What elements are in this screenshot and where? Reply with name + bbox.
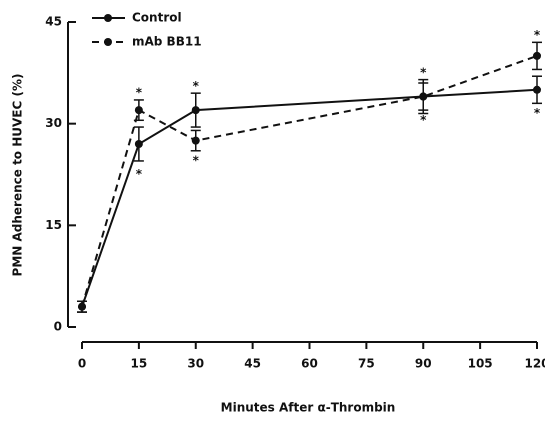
data-point <box>191 106 200 115</box>
annotation: * <box>193 153 200 167</box>
annotation: * <box>534 106 541 120</box>
y-tick-label: 30 <box>45 116 62 130</box>
x-tick-label: 30 <box>187 357 204 371</box>
legend-marker <box>104 14 112 22</box>
y-tick-label: 0 <box>54 320 62 334</box>
x-tick-label: 90 <box>415 357 432 371</box>
x-tick-label: 105 <box>468 357 493 371</box>
x-tick-label: 15 <box>131 357 148 371</box>
annotation: * <box>534 28 541 42</box>
y-tick-label: 45 <box>45 15 62 29</box>
y-axis-label: PMN Adherence to HUVEC (%) <box>11 74 25 277</box>
x-axis-label: Minutes After α-Thrombin <box>221 401 396 415</box>
annotation: * <box>193 79 200 93</box>
data-point <box>533 51 541 60</box>
x-tick-label: 120 <box>524 357 545 371</box>
data-point <box>78 302 86 311</box>
legend-marker <box>104 38 112 46</box>
data-point <box>134 106 143 115</box>
x-tick-label: 60 <box>301 357 318 371</box>
data-point <box>419 92 428 101</box>
annotation: * <box>136 167 143 181</box>
x-tick-label: 0 <box>78 357 86 371</box>
x-tick-label: 75 <box>358 357 375 371</box>
x-tick-label: 45 <box>244 357 261 371</box>
data-point <box>134 140 143 148</box>
y-tick-label: 15 <box>45 218 62 232</box>
data-point <box>533 85 541 94</box>
legend-label: Control <box>132 11 182 25</box>
annotation: * <box>420 113 427 127</box>
annotation: * <box>420 65 427 79</box>
series-line <box>81 88 538 307</box>
data-point <box>191 136 200 145</box>
annotation: * <box>136 86 143 100</box>
legend-label: mAb BB11 <box>132 35 202 49</box>
